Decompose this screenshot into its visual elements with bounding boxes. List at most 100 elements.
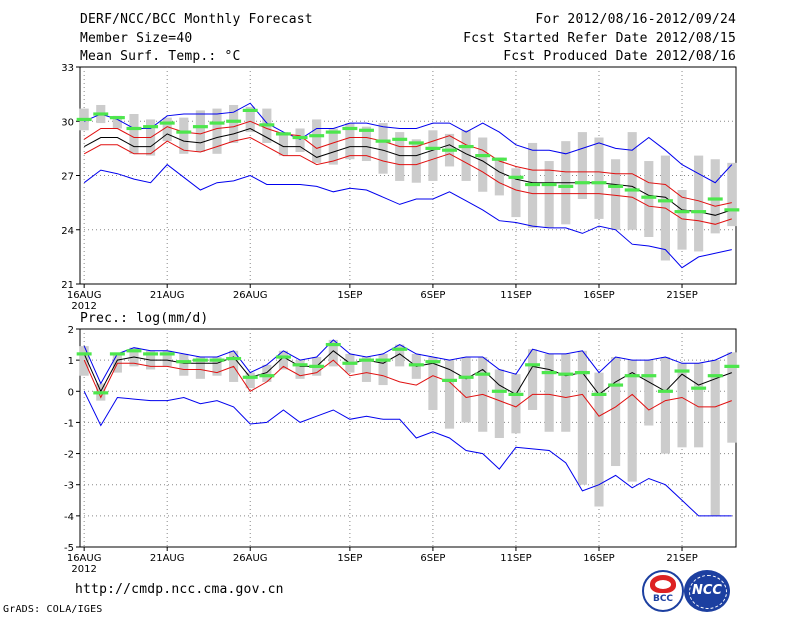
mode-marker: [508, 175, 524, 179]
range-bar: [179, 353, 189, 376]
x-tick-label: 21SEP: [666, 553, 697, 564]
range-bar: [245, 106, 255, 133]
range-bar: [478, 137, 488, 192]
range-bar: [461, 130, 471, 181]
mode-marker: [591, 392, 607, 396]
mode-marker: [408, 363, 424, 367]
x-tick-label: 16SEP: [583, 290, 614, 301]
mode-marker: [724, 208, 740, 212]
range-bar: [229, 350, 239, 382]
x-tick-label: 26AUG: [233, 290, 268, 301]
mode-marker: [242, 375, 258, 379]
mode-marker: [458, 375, 474, 379]
x-tick-label: 11SEP: [500, 290, 531, 301]
bcc-logo-text: BCC: [652, 594, 674, 604]
range-bar: [112, 115, 122, 129]
plot-frame: [79, 328, 737, 548]
range-bar: [129, 114, 139, 154]
mode-marker: [342, 126, 358, 131]
range-bar: [96, 383, 106, 401]
mode-marker: [558, 184, 574, 188]
y-tick-label: -4: [64, 512, 74, 523]
y-tick-label: 27: [61, 172, 74, 183]
mode-marker: [375, 358, 391, 362]
range-bar: [328, 128, 338, 165]
range-bar: [312, 357, 322, 376]
range-bar: [345, 353, 355, 373]
mode-marker: [359, 128, 374, 132]
range-bar: [478, 357, 488, 432]
range-bar: [411, 139, 421, 183]
series-line-ensemble-min: [83, 163, 732, 269]
y-tick-label: -3: [64, 481, 74, 492]
mode-marker: [574, 181, 590, 185]
mode-marker: [109, 352, 125, 356]
mode-marker: [93, 391, 109, 395]
series-line-ensemble-mean: [83, 127, 732, 216]
mode-marker: [475, 154, 491, 158]
series-line-ensemble-mean: [83, 350, 732, 396]
mode-marker: [126, 349, 142, 353]
range-bar: [727, 162, 737, 227]
mode-marker: [491, 157, 507, 161]
mode-marker: [475, 372, 491, 376]
range-bar: [544, 353, 554, 432]
mode-marker: [259, 374, 275, 378]
mode-marker: [608, 184, 624, 188]
mode-marker: [574, 371, 590, 375]
y-tick-label: 0: [68, 387, 74, 398]
x-tick-label: 21AUG: [150, 553, 185, 564]
range-bar: [660, 357, 670, 454]
mode-marker: [541, 182, 557, 187]
mode-marker: [159, 121, 175, 125]
ncc-logo-text: NCC: [692, 583, 722, 598]
range-bar: [146, 350, 156, 370]
range-bar: [162, 350, 172, 367]
range-bar: [694, 155, 704, 252]
forecast-period: For 2012/08/16-2012/09/24: [535, 12, 736, 27]
x-tick-label: 1SEP: [337, 553, 362, 564]
range-bar: [710, 159, 720, 234]
range-bar: [295, 360, 305, 379]
mode-marker: [275, 355, 291, 359]
y-tick-label: -5: [64, 543, 74, 554]
mode-marker: [309, 364, 325, 368]
range-bar: [577, 350, 587, 485]
range-bar: [328, 339, 338, 367]
mode-marker: [525, 182, 541, 187]
range-bar: [544, 161, 554, 228]
mode-marker: [209, 121, 225, 125]
mode-marker: [375, 139, 391, 143]
range-bar: [411, 353, 421, 379]
mode-marker: [325, 342, 341, 347]
range-bar: [577, 132, 587, 200]
mode-marker: [176, 360, 192, 364]
precip-label: Prec.: log(mm/d): [80, 311, 209, 326]
mode-marker: [126, 126, 142, 131]
variable-label: Mean Surf. Temp.: °C: [80, 49, 241, 64]
mode-marker: [641, 374, 657, 378]
range-bar: [727, 352, 737, 443]
mode-marker: [259, 123, 275, 127]
range-bar: [527, 349, 538, 410]
mode-marker: [176, 130, 192, 134]
mode-marker: [425, 360, 441, 364]
mode-marker: [657, 389, 673, 393]
mode-marker: [641, 195, 657, 199]
mode-marker: [624, 188, 640, 192]
source-url[interactable]: http://cmdp.ncc.cma.gov.cn: [75, 582, 284, 597]
mode-marker: [508, 392, 524, 396]
mode-marker: [541, 371, 557, 375]
range-bar: [212, 108, 222, 154]
range-bar: [594, 372, 604, 507]
y-tick-label: 24: [61, 226, 74, 237]
mode-marker: [525, 363, 541, 367]
mode-marker: [392, 347, 408, 351]
mode-marker: [691, 210, 707, 214]
mode-marker: [192, 358, 208, 362]
y-tick-label: 21: [61, 280, 74, 291]
range-bar: [212, 357, 222, 376]
ncc-logo: NCC: [684, 570, 730, 612]
mode-marker: [408, 141, 424, 145]
mode-marker: [342, 361, 358, 365]
